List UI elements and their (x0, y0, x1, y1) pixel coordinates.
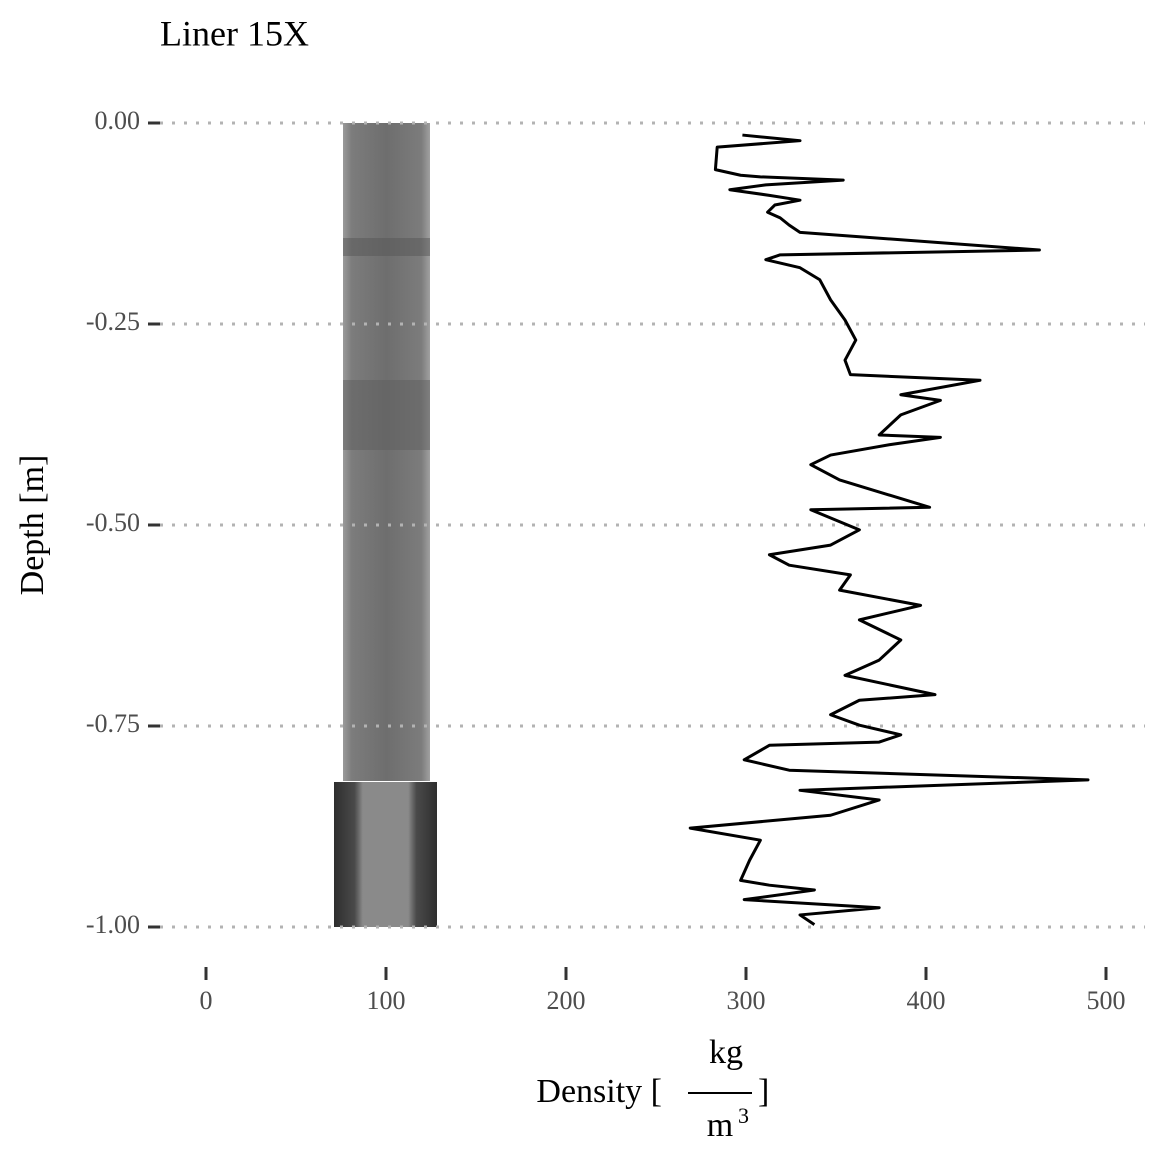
y-tick-label: -0.50 (86, 508, 140, 537)
chart-title: Liner 15X (160, 13, 309, 53)
x-tick-label: 300 (727, 986, 766, 1015)
x-axis-label-suffix: ] (758, 1073, 769, 1110)
y-tick-label: -0.75 (86, 709, 140, 738)
x-axis-label-exponent: 3 (738, 1103, 749, 1128)
x-axis-label: Density [ (536, 1073, 662, 1110)
y-tick-label: 0.00 (95, 106, 141, 135)
core-image (334, 123, 437, 927)
x-tick-label: 200 (547, 986, 586, 1015)
x-axis-label-denominator: m (707, 1107, 733, 1144)
x-tick-label: 400 (907, 986, 946, 1015)
y-tick-label: -0.25 (86, 307, 140, 336)
x-axis-label-numerator: kg (709, 1034, 743, 1071)
density-line (688, 133, 1090, 926)
x-tick-label: 100 (367, 986, 406, 1015)
x-tick-label: 0 (200, 986, 213, 1015)
y-tick-label: -1.00 (86, 910, 140, 939)
y-axis-label: Depth [m] (14, 455, 51, 596)
x-tick-label: 500 (1087, 986, 1126, 1015)
